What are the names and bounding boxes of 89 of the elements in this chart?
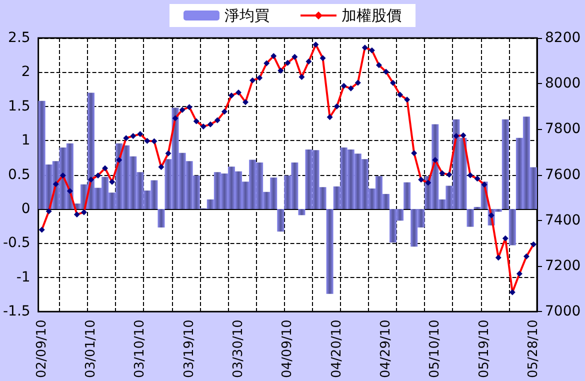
bar	[172, 108, 179, 210]
bar	[228, 166, 235, 210]
bar	[368, 188, 376, 210]
x-tick-label: 02/09/10	[34, 320, 50, 378]
bar	[522, 116, 530, 210]
bar	[396, 209, 404, 221]
bar	[382, 194, 390, 210]
bar	[410, 209, 418, 247]
x-tick-label: 03/10/10	[132, 320, 148, 378]
bar	[333, 186, 340, 210]
bar	[136, 172, 144, 210]
bar	[277, 209, 284, 232]
bar	[516, 138, 523, 210]
x-tick-label: 04/29/10	[378, 320, 394, 378]
y-tick-label: 0.5	[8, 166, 30, 183]
bar	[158, 209, 165, 228]
x-tick-label: 05/19/10	[476, 320, 492, 378]
x-tick-label: 03/01/10	[83, 320, 98, 378]
bar	[206, 199, 214, 210]
x-tick-label: 04/09/10	[280, 320, 296, 378]
y-tick-label: 2	[21, 64, 30, 80]
bar	[186, 161, 193, 210]
bar	[375, 176, 382, 210]
y2-tick-label: 7400	[545, 212, 581, 228]
bar	[494, 209, 502, 212]
bar	[298, 209, 306, 216]
y2-tick-label: 7600	[545, 166, 581, 183]
legend-label: 加權股價	[342, 6, 402, 24]
y2-tick-label: 7000	[545, 304, 581, 320]
y2-tick-label: 8000	[545, 76, 581, 92]
bar	[234, 171, 242, 210]
bar	[130, 156, 137, 210]
y2-tick-label: 7200	[545, 258, 581, 274]
bar	[214, 172, 221, 210]
y-tick-label: 1.5	[8, 98, 30, 114]
bar	[361, 159, 368, 210]
bar	[474, 206, 481, 210]
legend-label: 淨均買	[224, 6, 270, 24]
x-tick-label: 03/19/10	[182, 320, 197, 378]
x-tick-label: 03/30/10	[230, 320, 246, 378]
bar	[220, 173, 228, 210]
bar	[418, 209, 425, 228]
bar	[284, 175, 292, 210]
bar	[242, 182, 250, 210]
bar	[508, 209, 516, 246]
bar	[270, 178, 278, 210]
bar	[446, 186, 453, 210]
x-tick-label: 05/10/10	[428, 320, 443, 378]
bar	[340, 147, 348, 210]
bar	[390, 209, 397, 243]
y-tick-label: 0	[21, 201, 30, 218]
y2-tick-label: 8200	[545, 30, 581, 46]
bar	[291, 162, 298, 210]
bar	[249, 160, 256, 210]
bar	[432, 124, 439, 210]
bar	[150, 180, 158, 210]
bar	[108, 192, 116, 210]
y-tick-label: -1	[16, 269, 30, 286]
bar	[192, 175, 200, 210]
bar	[452, 119, 460, 210]
bar	[502, 119, 509, 210]
bar	[312, 150, 320, 210]
bar	[319, 187, 326, 210]
bar	[87, 92, 95, 210]
bar	[256, 162, 264, 210]
bar	[144, 190, 151, 210]
bar	[466, 209, 474, 227]
bar	[59, 147, 66, 210]
bar	[102, 176, 109, 210]
bar	[122, 145, 130, 210]
bar	[326, 209, 334, 294]
x-tick-label: 04/20/10	[329, 320, 344, 378]
bar	[347, 150, 354, 210]
bar	[178, 152, 186, 210]
bar	[438, 199, 446, 210]
bar	[164, 159, 172, 210]
bar	[404, 182, 411, 210]
y-tick-label: -0.5	[2, 235, 30, 252]
y2-tick-label: 7800	[545, 121, 581, 138]
bar	[94, 188, 102, 210]
bar	[263, 192, 270, 210]
y-tick-label: 1	[21, 132, 30, 149]
y-tick-label: -1.5	[2, 304, 30, 320]
bar	[530, 167, 537, 210]
x-tick-label: 05/28/10	[526, 320, 541, 378]
y-tick-label: 2.5	[8, 30, 30, 46]
bar	[38, 100, 46, 210]
bar	[305, 150, 312, 210]
bar	[354, 154, 362, 210]
